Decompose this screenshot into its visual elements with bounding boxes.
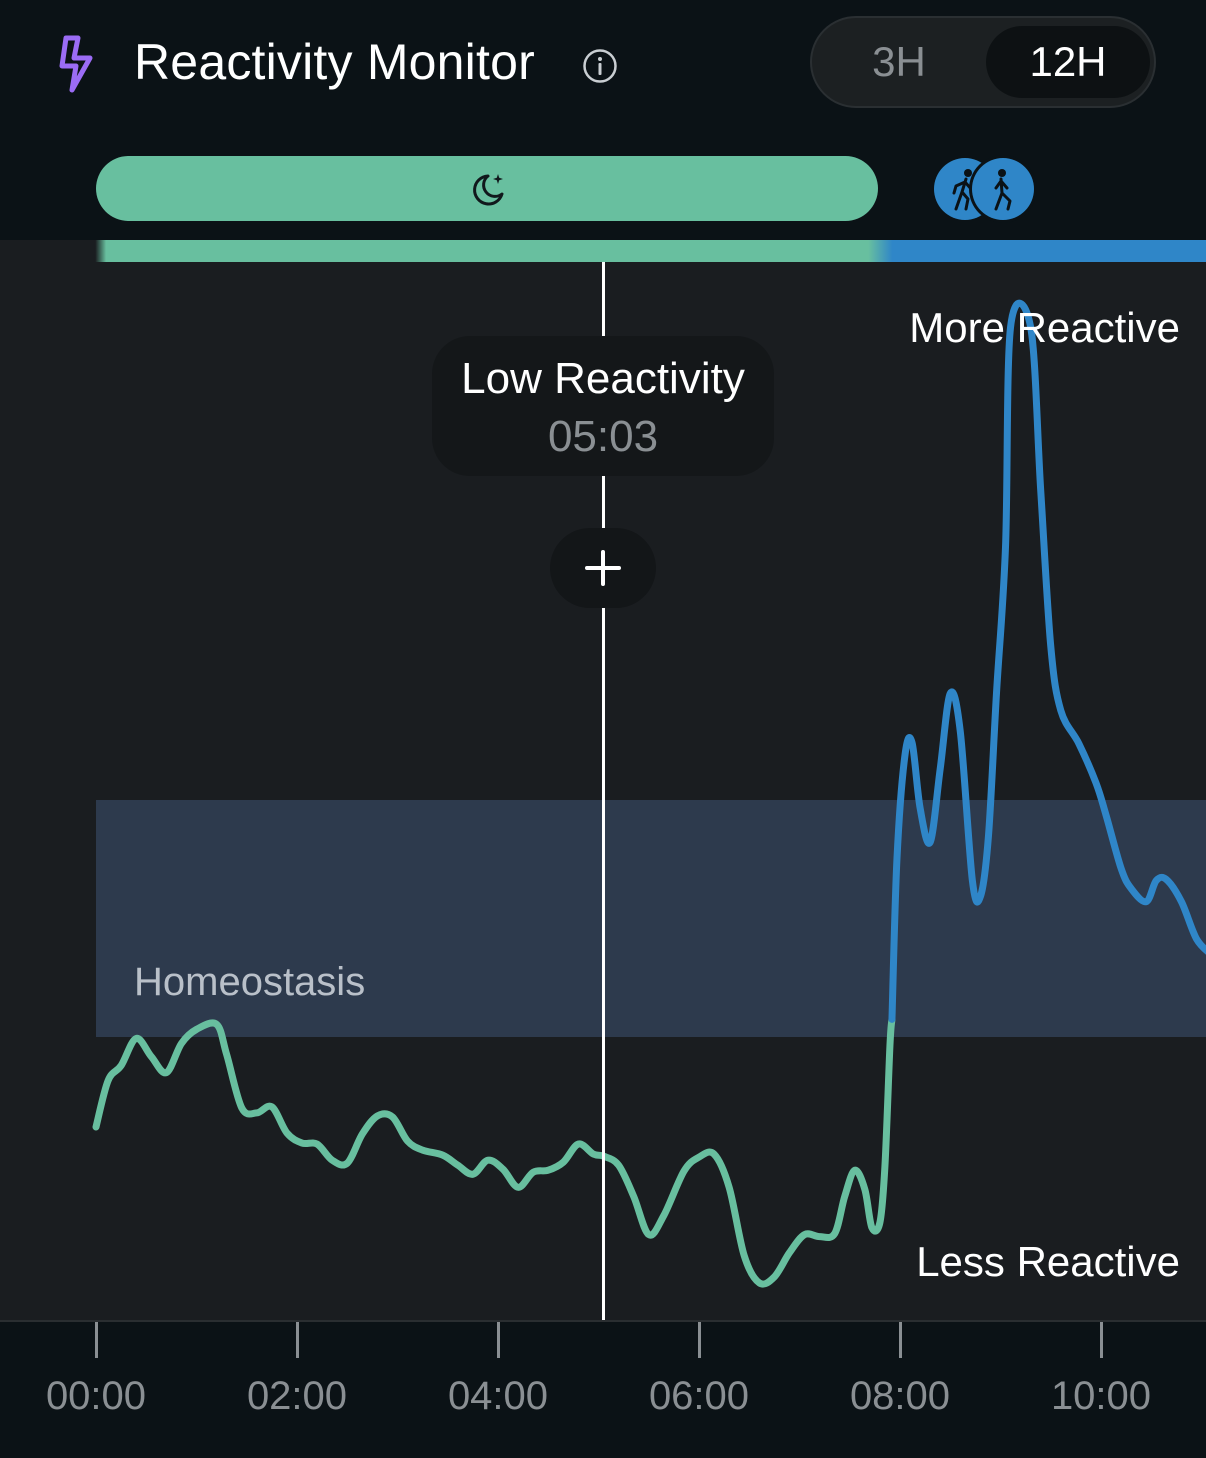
- reactivity-series-line-2: [888, 299, 1206, 1023]
- x-tick: [94, 1322, 98, 1358]
- range-option-3h[interactable]: 3H: [872, 38, 926, 85]
- x-tick-label: 06:00: [648, 1374, 750, 1418]
- x-tick-label: 02:00: [246, 1374, 348, 1418]
- info-icon[interactable]: [582, 48, 618, 84]
- time-range-toggle: 3H 12H: [810, 16, 1156, 108]
- x-tick: [697, 1322, 701, 1358]
- range-option-12h[interactable]: 12H: [986, 26, 1150, 98]
- sleep-segment[interactable]: [96, 156, 878, 221]
- x-tick-label: 10:00: [1050, 1374, 1152, 1418]
- tooltip-title: Low Reactivity: [461, 354, 745, 403]
- activity-strip: [0, 240, 1206, 262]
- moon-icon: [473, 174, 504, 206]
- x-tick: [1099, 1322, 1103, 1358]
- homeostasis-label: Homeostasis: [134, 960, 366, 1004]
- plus-icon: [585, 550, 621, 586]
- x-tick: [496, 1322, 500, 1358]
- reactivity-plot: [92, 299, 1206, 1288]
- reactivity-series-line-1: [92, 1015, 896, 1288]
- less-reactive-label: Less Reactive: [916, 1238, 1180, 1285]
- more-reactive-label: More Reactive: [909, 304, 1180, 351]
- add-button[interactable]: [550, 528, 656, 608]
- header: Reactivity Monitor 3H 12H: [0, 0, 1206, 130]
- x-tick-label: 08:00: [849, 1374, 951, 1418]
- tooltip-time: 05:03: [547, 412, 659, 461]
- page-title: Reactivity Monitor: [134, 34, 535, 90]
- time-axis: 00:00 02:00 04:00 06:00 08:00 10:00: [0, 1320, 1206, 1458]
- tooltip: Low Reactivity 05:03: [432, 336, 774, 476]
- x-tick: [295, 1322, 299, 1358]
- time-cursor[interactable]: [602, 262, 605, 1320]
- bolt-icon: [59, 35, 93, 93]
- walking-icon[interactable]: [972, 158, 1034, 220]
- x-tick: [898, 1322, 902, 1358]
- x-tick-label: 04:00: [447, 1374, 549, 1418]
- homeostasis-band: [96, 800, 1206, 1037]
- x-tick-label: 00:00: [45, 1374, 147, 1418]
